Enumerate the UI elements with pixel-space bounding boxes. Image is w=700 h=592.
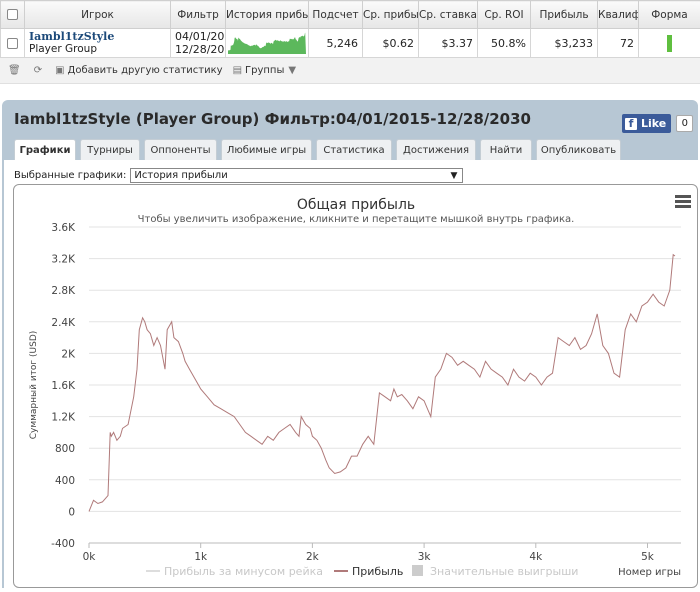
profit-cell: $3,233	[530, 28, 598, 58]
refresh-icon: ⟳	[33, 65, 43, 76]
trash-icon: 🗑	[8, 65, 21, 76]
avg-stake-cell: $3.37	[418, 28, 478, 58]
avg-profit-cell: $0.62	[362, 28, 419, 58]
select-all-header[interactable]	[0, 0, 25, 29]
groups-label: Группы	[245, 65, 285, 76]
tab-find[interactable]: Найти	[480, 139, 532, 160]
chart-selector-row: Выбранные графики: История прибыли ▼	[14, 168, 464, 183]
chart-subtitle: Чтобы увеличить изображение, кликните и …	[138, 214, 575, 225]
y-tick-label: 0	[68, 506, 75, 518]
y-tick-label: 1.6K	[51, 380, 76, 392]
tab-opponents[interactable]: Оппоненты	[144, 139, 217, 160]
legend-item-big-wins-marker	[412, 565, 423, 576]
col-header-qualif[interactable]: Квалиф	[597, 0, 639, 29]
legend-item-big-wins: Значительные выигрыши	[430, 565, 578, 578]
col-header-filter[interactable]: Фильтр	[170, 0, 226, 29]
count-cell: 5,246	[308, 28, 363, 58]
player-stats-table: Игрок Фильтр История прибыли Подсчет Ср.…	[0, 0, 700, 58]
facebook-like-button[interactable]: f Like	[622, 114, 672, 133]
add-stats-button[interactable]: ▣ Добавить другую статистику	[55, 65, 222, 76]
col-header-form[interactable]: Форма	[638, 0, 700, 29]
qualif-cell: 72	[597, 28, 639, 58]
y-tick-label: 2K	[61, 348, 76, 360]
profit-sparkline	[228, 32, 306, 54]
tab-achievements[interactable]: Достижения	[396, 139, 476, 160]
tab-tournaments[interactable]: Турниры	[80, 139, 140, 160]
x-tick-label: 5k	[641, 551, 655, 563]
row-checkbox-cell[interactable]	[0, 28, 25, 58]
filter-to: 12/28/2030	[175, 43, 225, 56]
form-cell	[638, 28, 700, 58]
legend-item-profit: Прибыль	[352, 565, 403, 578]
tab-favorite-games[interactable]: Любимые игры	[221, 139, 312, 160]
table-toolbar: 🗑 ⟳ ▣ Добавить другую статистику ▤ Группы ▼	[0, 58, 700, 84]
x-tick-label: 1k	[194, 551, 208, 563]
refresh-button[interactable]: ⟳	[34, 65, 45, 76]
filter-cell: 04/01/2015 12/28/2030	[170, 28, 226, 58]
y-tick-label: 3.2K	[51, 254, 76, 266]
player-tabs: Графики Турниры Оппоненты Любимые игры С…	[14, 139, 625, 161]
legend-item-rake-profit: Прибыль за минусом рейка	[164, 565, 323, 578]
y-tick-label: 1.2K	[51, 412, 76, 424]
x-tick-label: 2k	[306, 551, 320, 563]
col-header-profit-history[interactable]: История прибыли	[225, 0, 309, 29]
delete-button[interactable]: 🗑	[8, 65, 24, 76]
groups-icon: ▤	[232, 65, 243, 76]
y-axis-title: Суммарный итог (USD)	[29, 331, 39, 440]
groups-dropdown[interactable]: ▤ Группы ▼	[233, 65, 300, 76]
tab-statistics[interactable]: Статистика	[316, 139, 392, 160]
form-bar	[667, 34, 672, 52]
facebook-like-count: 0	[676, 115, 694, 132]
filter-from: 04/01/2015	[175, 30, 225, 43]
y-tick-label: 800	[55, 443, 75, 455]
x-tick-label: 3k	[418, 551, 432, 563]
player-group-label: Player Group	[29, 43, 97, 55]
table-row[interactable]: Iambl1tzStyle Player Group 04/01/2015 12…	[0, 28, 700, 58]
selected-charts-label: Выбранные графики:	[14, 170, 127, 181]
y-tick-label: 400	[55, 475, 75, 487]
chart-title: Общая прибыль	[297, 197, 415, 213]
add-column-icon: ▣	[55, 65, 65, 76]
player-name-link[interactable]: Iambl1tzStyle	[29, 30, 115, 43]
col-header-avg-roi[interactable]: Ср. ROI	[477, 0, 531, 29]
col-header-avg-stake[interactable]: Ср. ставка	[418, 0, 478, 29]
y-tick-label: 2.8K	[51, 285, 76, 297]
x-tick-label: 4k	[529, 551, 543, 563]
menu-icon	[675, 195, 691, 198]
add-stats-label: Добавить другую статистику	[67, 65, 223, 76]
chart-select-value: История прибыли	[134, 170, 228, 181]
y-tick-label: -400	[51, 538, 75, 550]
chart-menu-button[interactable]	[675, 195, 691, 210]
player-cell[interactable]: Iambl1tzStyle Player Group	[24, 28, 171, 58]
y-tick-label: 3.6K	[51, 222, 76, 234]
col-header-avg-profit[interactable]: Ср. прибыль	[362, 0, 419, 29]
page-title: Iambl1tzStyle (Player Group) Фильтр:04/0…	[14, 110, 531, 128]
x-tick-label: 0k	[83, 551, 97, 563]
chevron-down-icon: ▼	[450, 170, 458, 181]
select-all-checkbox[interactable]	[7, 9, 18, 20]
col-header-profit[interactable]: Прибыль	[530, 0, 598, 29]
facebook-like-widget: f Like 0	[622, 114, 694, 133]
profit-chart[interactable]: Общая прибыль Чтобы увеличить изображение…	[13, 184, 698, 588]
tab-charts[interactable]: Графики	[14, 139, 76, 161]
y-tick-label: 2.4K	[51, 317, 76, 329]
col-header-player[interactable]: Игрок	[24, 0, 171, 29]
profit-series-line	[88, 253, 676, 512]
table-header-row: Игрок Фильтр История прибыли Подсчет Ср.…	[0, 0, 700, 29]
tab-publish[interactable]: Опубликовать	[536, 139, 621, 160]
avg-roi-cell: 50.8%	[477, 28, 531, 58]
col-header-count[interactable]: Подсчет	[308, 0, 363, 29]
sparkline-cell	[225, 28, 309, 58]
chart-select[interactable]: История прибыли ▼	[130, 168, 464, 183]
row-checkbox[interactable]	[7, 38, 18, 49]
facebook-like-label: Like	[641, 117, 667, 130]
facebook-icon: f	[625, 117, 637, 130]
chevron-down-icon: ▼	[288, 65, 297, 76]
x-axis-title: Номер игры	[618, 567, 681, 578]
